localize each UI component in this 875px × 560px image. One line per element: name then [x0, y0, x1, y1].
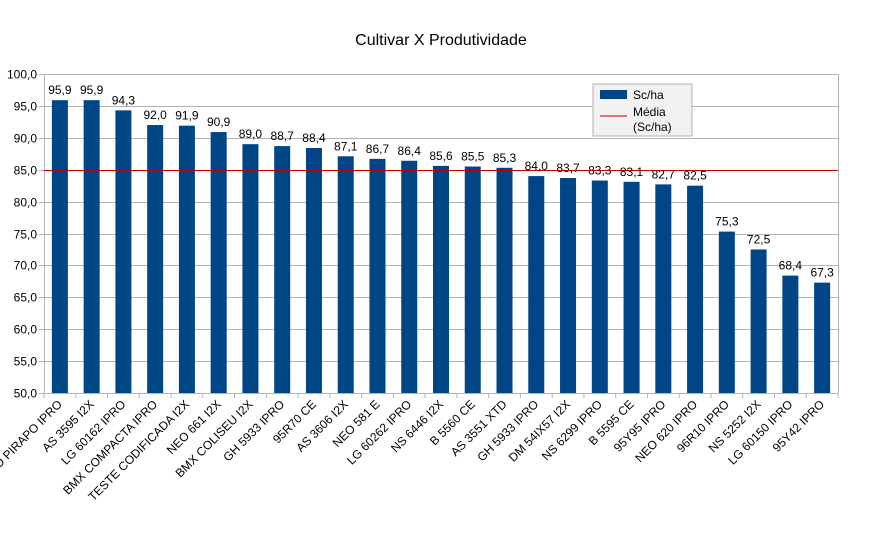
data-label: 72,5 [747, 232, 771, 246]
data-label: 84,0 [525, 159, 549, 173]
legend-box [592, 83, 693, 137]
bar-series [51, 100, 831, 394]
data-label: 83,1 [620, 165, 644, 179]
data-label: 92,0 [143, 108, 167, 122]
legend: Sc/ha Média (Sc/ha) [592, 83, 693, 137]
bar [115, 110, 132, 393]
data-label: 87,1 [334, 139, 358, 153]
data-label: 83,7 [556, 161, 580, 175]
y-tick-label: 70,0 [14, 259, 38, 273]
legend-label-mean-line1: Média [633, 105, 666, 119]
bar [337, 156, 354, 393]
data-label: 85,3 [493, 151, 517, 165]
legend-swatch-series [600, 90, 627, 99]
bar [83, 100, 100, 394]
bar [528, 176, 545, 393]
data-label: 68,4 [779, 259, 803, 273]
y-tick-label: 55,0 [14, 355, 38, 369]
data-label: 75,3 [715, 215, 739, 229]
y-tick-label: 90,0 [14, 132, 38, 146]
y-tick-label: 100,0 [7, 68, 37, 82]
data-label: 82,7 [652, 167, 676, 181]
bar [560, 177, 577, 393]
y-axis: 50,0 55,0 60,0 65,0 70,0 75,0 80,0 85,0 90,0 95,0… [7, 68, 839, 401]
data-label: 88,4 [302, 131, 326, 145]
data-label: 85,6 [429, 149, 453, 163]
legend-label-series: Sc/ha [633, 88, 664, 102]
y-tick-label: 95,0 [14, 100, 38, 114]
bar [433, 165, 449, 393]
bar [655, 184, 672, 393]
bar [814, 282, 831, 393]
bar [274, 146, 291, 393]
data-label: 94,3 [112, 93, 136, 107]
bar [147, 125, 164, 393]
y-tick-label: 85,0 [14, 164, 38, 178]
bar [750, 249, 767, 393]
bar [496, 167, 513, 393]
data-label: 91,9 [175, 109, 199, 123]
legend-label-mean-line2: (Sc/ha) [633, 120, 672, 134]
y-tick-label: 75,0 [14, 228, 38, 242]
bar [591, 180, 608, 393]
bar [464, 166, 481, 393]
data-label: 95,9 [48, 83, 72, 97]
data-label: 88,7 [271, 129, 295, 143]
data-label: 89,0 [239, 127, 263, 141]
y-tick-label: 60,0 [14, 323, 38, 337]
data-label: 90,9 [207, 115, 231, 129]
bar [782, 275, 799, 393]
bar [178, 125, 195, 393]
bar [369, 158, 386, 393]
bar [51, 100, 68, 394]
bar [623, 181, 640, 393]
y-tick-label: 80,0 [14, 196, 38, 210]
bar [687, 185, 704, 393]
data-label: 86,7 [366, 142, 390, 156]
y-tick-label: 65,0 [14, 291, 38, 305]
data-label: 95,9 [80, 83, 104, 97]
y-tick-label: 50,0 [14, 387, 38, 401]
chart-title: Cultivar X Produtividade [355, 32, 527, 49]
bar [305, 148, 322, 393]
data-label: 86,4 [398, 144, 422, 158]
bar [401, 160, 418, 393]
data-label: 82,5 [683, 169, 707, 183]
data-label: 85,5 [461, 150, 485, 164]
bar [242, 144, 259, 393]
data-label: 67,3 [810, 266, 834, 280]
bar [210, 132, 227, 394]
bar [718, 231, 735, 393]
